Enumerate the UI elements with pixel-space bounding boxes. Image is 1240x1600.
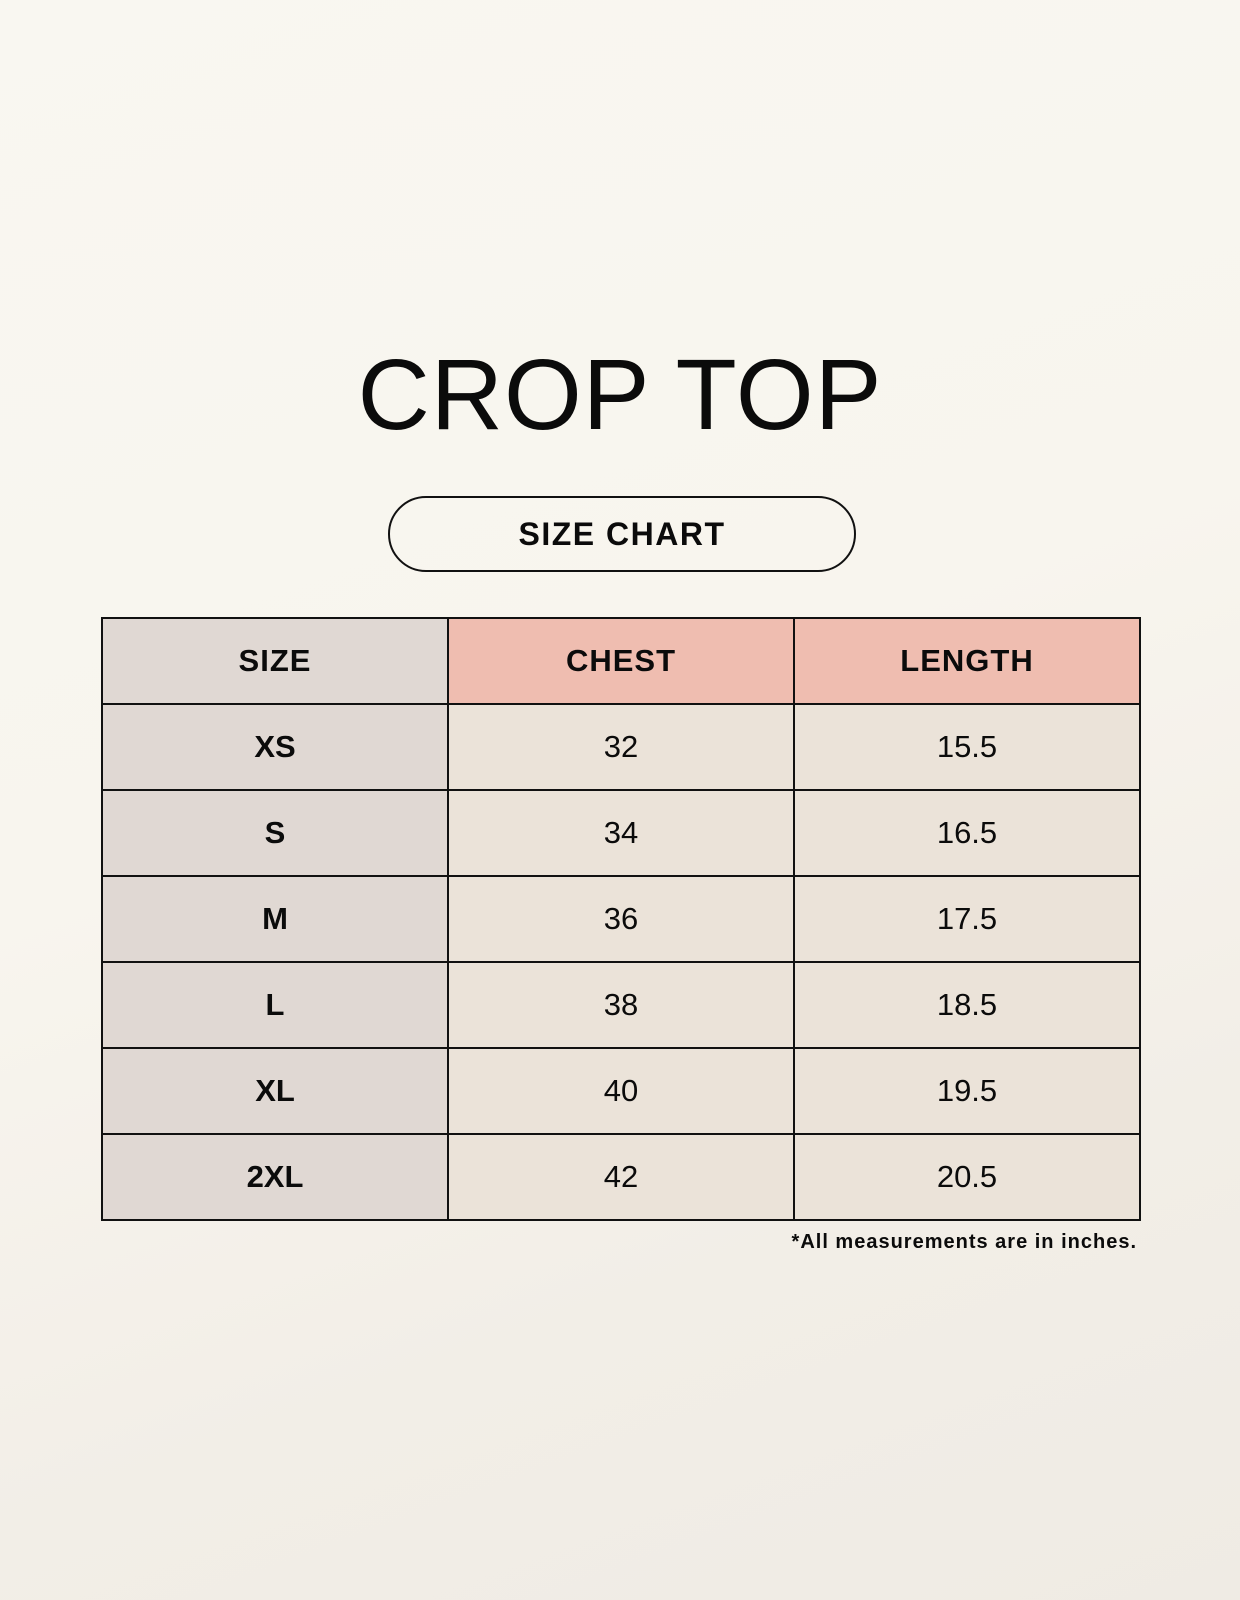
cell-length: 15.5 [793,703,1141,791]
cell-size: L [101,961,449,1049]
cell-chest: 34 [447,789,795,877]
cell-length: 19.5 [793,1047,1141,1135]
cell-size: 2XL [101,1133,449,1221]
table-row: XL 40 19.5 [101,1047,1141,1135]
table-row: L 38 18.5 [101,961,1141,1049]
table-row: 2XL 42 20.5 [101,1133,1141,1221]
cell-size: S [101,789,449,877]
header-length: LENGTH [793,617,1141,705]
size-table: SIZE CHEST LENGTH XS 32 15.5 S 34 16.5 M 36 17.5… [101,617,1141,1221]
cell-length: 17.5 [793,875,1141,963]
cell-length: 20.5 [793,1133,1141,1221]
cell-chest: 40 [447,1047,795,1135]
cell-chest: 42 [447,1133,795,1221]
cell-chest: 38 [447,961,795,1049]
table-row: S 34 16.5 [101,789,1141,877]
cell-size: XL [101,1047,449,1135]
table-header-row: SIZE CHEST LENGTH [101,617,1141,705]
cell-chest: 32 [447,703,795,791]
cell-length: 16.5 [793,789,1141,877]
size-chart-badge: SIZE CHART [388,496,856,572]
cell-size: M [101,875,449,963]
cell-size: XS [101,703,449,791]
page-title: CROP TOP [357,339,883,451]
header-size: SIZE [101,617,449,705]
header-chest: CHEST [447,617,795,705]
table-row: M 36 17.5 [101,875,1141,963]
cell-chest: 36 [447,875,795,963]
table-row: XS 32 15.5 [101,703,1141,791]
footnote: *All measurements are in inches. [791,1231,1137,1253]
cell-length: 18.5 [793,961,1141,1049]
